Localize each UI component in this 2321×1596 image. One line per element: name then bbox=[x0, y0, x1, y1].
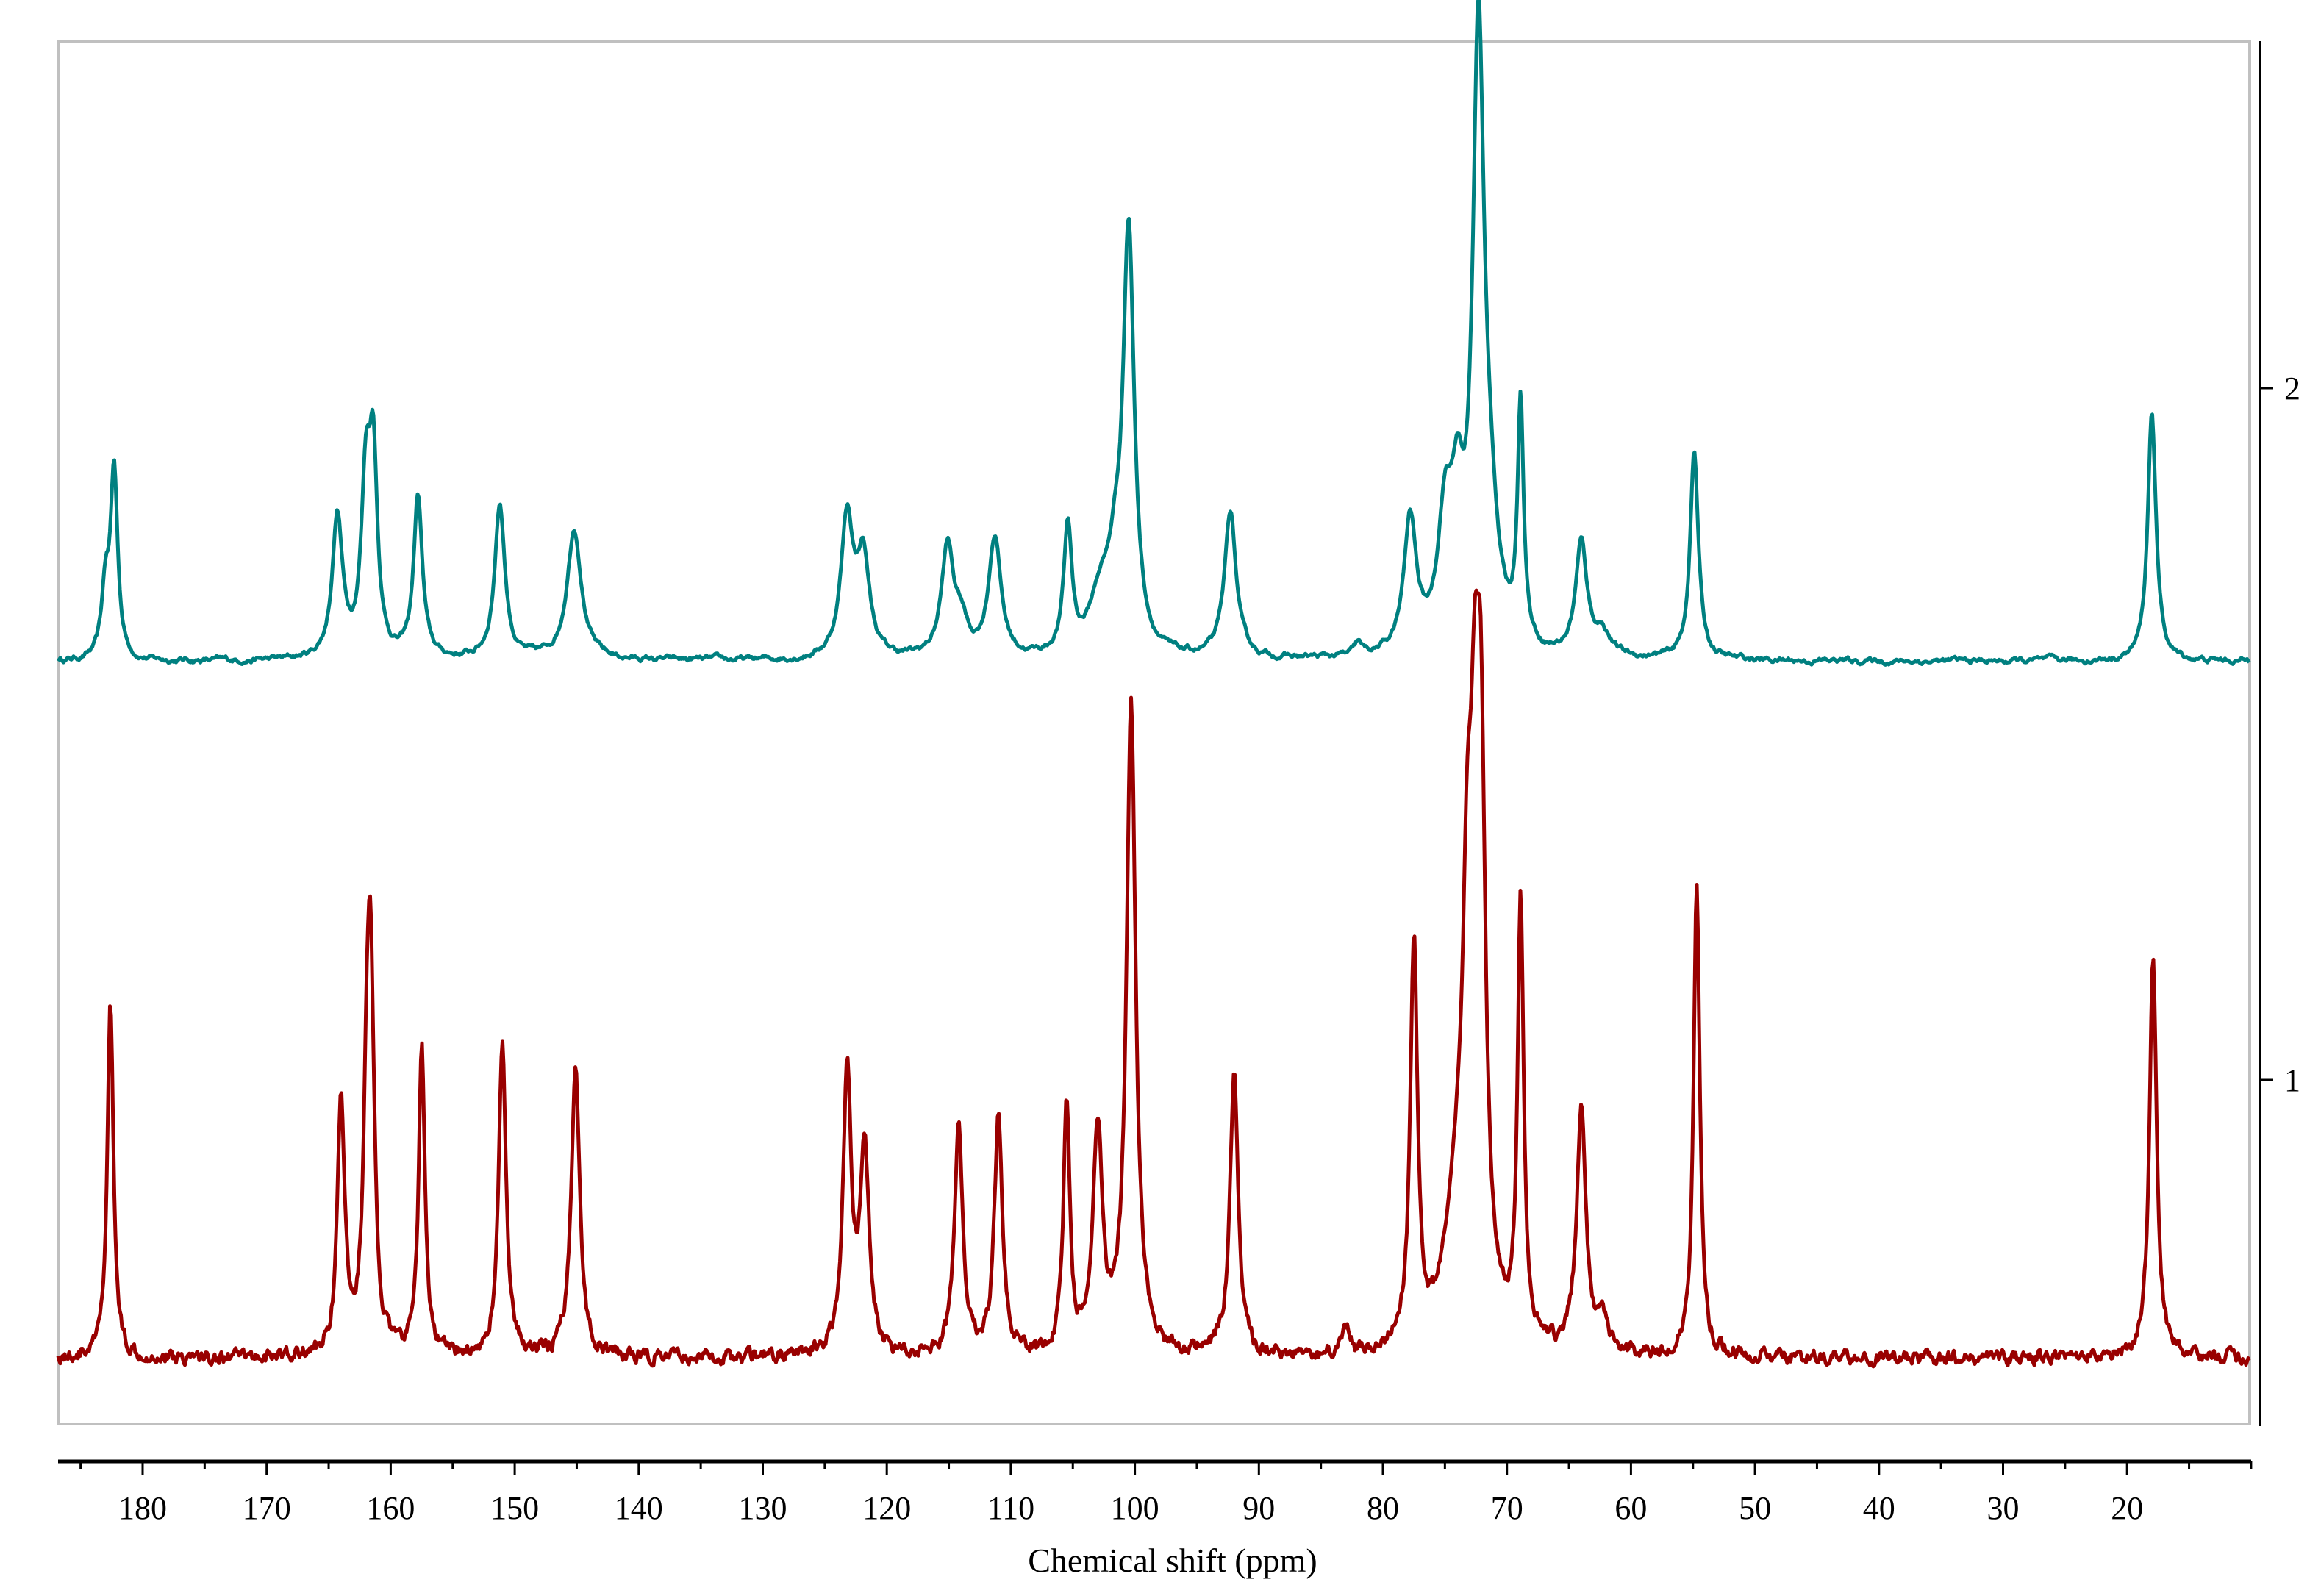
x-tick-label: 50 bbox=[1739, 1490, 1771, 1526]
x-tick-label: 120 bbox=[862, 1490, 911, 1526]
x-tick-label: 60 bbox=[1614, 1490, 1647, 1526]
x-tick-label: 30 bbox=[1987, 1490, 2020, 1526]
x-tick-label: 90 bbox=[1242, 1490, 1275, 1526]
y-tick-label: 1 bbox=[2284, 1062, 2300, 1098]
spectrum-trace-1 bbox=[56, 588, 2251, 1369]
x-tick-label: 110 bbox=[987, 1490, 1034, 1526]
x-tick-label: 150 bbox=[490, 1490, 539, 1526]
x-tick-label: 100 bbox=[1111, 1490, 1159, 1526]
x-tick-label: 130 bbox=[739, 1490, 787, 1526]
x-tick-label: 170 bbox=[243, 1490, 291, 1526]
right-offset-axis: 21 bbox=[2259, 41, 2300, 1426]
spectrum-trace-2 bbox=[57, 0, 2251, 667]
x-tick-label: 40 bbox=[1863, 1490, 1895, 1526]
x-tick-label: 180 bbox=[118, 1490, 167, 1526]
x-axis-title: Chemical shift (ppm) bbox=[1028, 1542, 1317, 1579]
x-tick-label: 140 bbox=[615, 1490, 663, 1526]
spectra-layer bbox=[56, 0, 2251, 1369]
x-tick-label: 70 bbox=[1491, 1490, 1523, 1526]
x-tick-label: 20 bbox=[2111, 1490, 2143, 1526]
x-axis: 180 170 160 150 140 130 120 110 100 90 80 70 60 50 40 3… bbox=[58, 1459, 2253, 1526]
plot-frame bbox=[57, 40, 2251, 1425]
x-tick-label: 160 bbox=[366, 1490, 415, 1526]
y-tick-label: 2 bbox=[2284, 371, 2300, 407]
x-tick-label: 80 bbox=[1367, 1490, 1399, 1526]
